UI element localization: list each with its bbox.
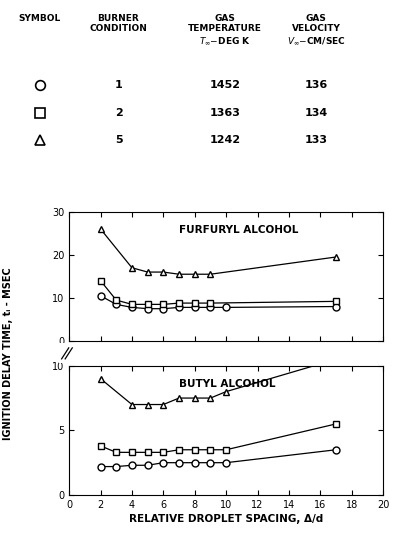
Text: SYMBOL: SYMBOL [19,14,60,23]
Text: 1452: 1452 [210,80,241,90]
Text: IGNITION DELAY TIME, tᵢ - MSEC: IGNITION DELAY TIME, tᵢ - MSEC [3,267,13,440]
Text: BURNER
CONDITION: BURNER CONDITION [90,14,147,33]
Text: FURFURYL ALCOHOL: FURFURYL ALCOHOL [179,224,298,235]
Text: 2: 2 [115,108,122,118]
Text: 1242: 1242 [210,135,241,145]
Text: GAS
TEMPERATURE
$T_{\infty}$$-$DEG K: GAS TEMPERATURE $T_{\infty}$$-$DEG K [188,14,262,47]
Text: 1363: 1363 [210,108,241,118]
Text: 134: 134 [305,108,327,118]
Text: 5: 5 [115,135,122,145]
Text: 133: 133 [305,135,327,145]
X-axis label: RELATIVE DROPLET SPACING, Δ/d: RELATIVE DROPLET SPACING, Δ/d [129,514,323,524]
Text: GAS
VELOCITY
$V_{\infty}$$-$CM/SEC: GAS VELOCITY $V_{\infty}$$-$CM/SEC [287,14,345,47]
Text: 136: 136 [305,80,327,90]
Text: 1: 1 [115,80,122,90]
Text: BUTYL ALCOHOL: BUTYL ALCOHOL [179,378,276,389]
